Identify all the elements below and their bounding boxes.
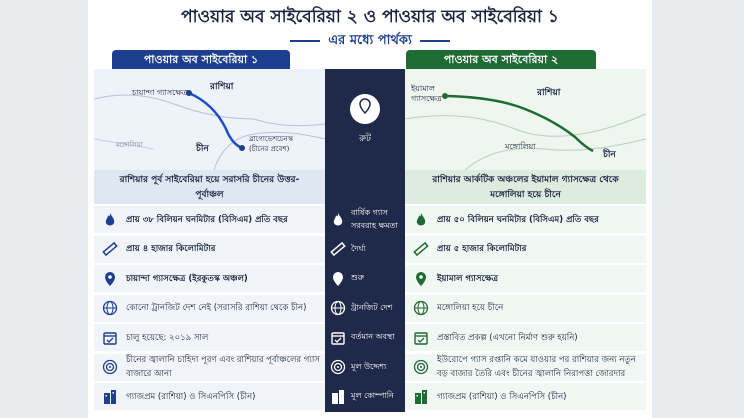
row-text: মঙ্গোলিয়া হয়ে চীনে bbox=[437, 303, 504, 313]
row-icon bbox=[104, 389, 116, 404]
row-icon bbox=[105, 271, 115, 286]
row-cell: গ্যাজপ্রম (রাশিয়া) ও সিএনপিসি (চীন) bbox=[94, 383, 325, 410]
row-text: ইয়ামাল গ্যাসক্ষেত্র bbox=[437, 273, 499, 284]
row-cell: মূল উদ্দেশ্য bbox=[325, 354, 405, 381]
row-icon bbox=[105, 212, 115, 225]
row-text: শুরু bbox=[351, 273, 365, 282]
row-icon bbox=[330, 359, 346, 375]
row-icon bbox=[102, 359, 118, 375]
row-text: চায়ান্দা গ্যাসক্ষেত্র (ইরকুতস্ক অঞ্চল) bbox=[126, 273, 248, 284]
row-text: প্রায় ৫০ বিলিয়ন ঘনমিটার (বিসিএম) প্রতি… bbox=[437, 214, 599, 225]
left-map: চায়ান্দা গ্যাসক্ষেত্র রাশিয়া চীন ব্লাগ… bbox=[94, 69, 325, 170]
right-route: রাশিয়ার আর্কটিক অঞ্চলের ইয়ামাল গ্যাসক্… bbox=[405, 170, 646, 204]
row-cell: বর্তমান অবস্থা bbox=[325, 324, 405, 351]
row-text: কোনো ট্রানজিট দেশ নেই (সরাসরি রাশিয়া থে… bbox=[126, 303, 307, 313]
row-text: বর্তমান অবস্থা bbox=[351, 332, 395, 341]
row-icon bbox=[413, 241, 429, 257]
row-icon bbox=[416, 271, 426, 286]
row-icon bbox=[333, 212, 343, 225]
right-header: পাওয়ার অব সাইবেরিয়া ২ bbox=[406, 50, 596, 69]
row-cell: প্রায় ৫ হাজার কিলোমিটার bbox=[405, 235, 646, 263]
row-icon bbox=[413, 359, 429, 375]
route-label: রুট bbox=[358, 132, 372, 144]
left-header: পাওয়ার অব সাইবেরিয়া ১ bbox=[112, 50, 290, 69]
map-label: রাশিয়া bbox=[536, 86, 561, 98]
row-text: প্রায় ৫ হাজার কিলোমিটার bbox=[437, 244, 527, 254]
row-icon bbox=[102, 300, 118, 316]
row-text: মূল কোম্পানি bbox=[351, 391, 394, 400]
row-cell: চীনের জ্বালানি চাহিদা পূরণ এবং রাশিয়ার … bbox=[94, 353, 325, 381]
row-cell: প্রায় ৪ হাজার কিলোমিটার bbox=[94, 235, 325, 263]
row-cell: ইয়ামাল গ্যাসক্ষেত্র bbox=[405, 265, 646, 292]
row-cell: মূল কোম্পানি bbox=[325, 383, 405, 410]
row-text: প্রস্তাবিত প্রকল্প (এখনো নির্মাণ শুরু হয… bbox=[437, 332, 578, 343]
route-icon: রুট bbox=[350, 94, 380, 144]
row-cell: চায়ান্দা গ্যাসক্ষেত্র (ইরকুতস্ক অঞ্চল) bbox=[94, 265, 325, 292]
right-map: ইয়ামাল গ্যাসক্ষেত্র রাশিয়া মঙ্গোলিয়া … bbox=[405, 69, 646, 170]
map-label: চীন bbox=[602, 147, 616, 160]
row-icon bbox=[333, 271, 343, 286]
row-icon bbox=[102, 241, 118, 257]
row-icon bbox=[413, 300, 429, 316]
row-cell: প্রায় ৩৮ বিলিয়ন ঘনমিটার (বিসিএম) প্রতি… bbox=[94, 206, 325, 233]
row-cell: শুরু bbox=[325, 265, 405, 292]
row-text: চালু হয়েছে: ২০১৯ সাল bbox=[126, 332, 209, 343]
map-label: ইয়ামাল bbox=[410, 84, 436, 93]
row-icon bbox=[332, 389, 344, 404]
map-label: রাশিয়া bbox=[209, 80, 234, 92]
row-text: প্রায় ৪ হাজার কিলোমিটার bbox=[126, 244, 216, 254]
row-text: মূল উদ্দেশ্য bbox=[351, 361, 387, 371]
map-label: গ্যাসক্ষেত্র bbox=[411, 94, 442, 103]
row-icon bbox=[415, 389, 427, 404]
row-icon bbox=[414, 331, 428, 345]
map-label: মঙ্গোলিয়া bbox=[504, 142, 536, 151]
row-text: চীনের জ্বালানি চাহিদা পূরণ এবং রাশিয়ার … bbox=[126, 355, 320, 379]
row-cell: মঙ্গোলিয়া হয়ে চীনে bbox=[405, 294, 646, 322]
row-text: বার্ষিক গ্যাস সরবরাহ ক্ষমতা bbox=[351, 207, 398, 230]
map-label: চায়ান্দা গ্যাসক্ষেত্র bbox=[131, 88, 188, 97]
row-icon bbox=[330, 300, 346, 316]
row-text: প্রায় ৩৮ বিলিয়ন ঘনমিটার (বিসিএম) প্রতি… bbox=[126, 214, 288, 225]
row-cell: দৈর্ঘ্য bbox=[325, 236, 405, 263]
center-column: রুট bbox=[325, 69, 405, 412]
map-label: মঙ্গোলিয়া bbox=[115, 141, 144, 149]
row-text: দৈর্ঘ্য bbox=[351, 243, 366, 253]
row-icon bbox=[416, 212, 426, 225]
row-cell: কোনো ট্রানজিট দেশ নেই (সরাসরি রাশিয়া থে… bbox=[94, 294, 325, 322]
row-icon bbox=[103, 331, 117, 345]
map-label: ব্লাগোভেশচেনস্ক bbox=[248, 135, 294, 143]
title: পাওয়ার অব সাইবেরিয়া ২ ও পাওয়ার অব সাই… bbox=[181, 7, 559, 27]
row-cell: বার্ষিক গ্যাস সরবরাহ ক্ষমতা bbox=[325, 206, 405, 233]
row-cell: ট্রানজিট দেশ bbox=[325, 295, 405, 322]
row-text: ইউরোপে গ্যাস রপ্তানি কমে যাওয়ার পর রাশি… bbox=[437, 355, 636, 379]
infographic: পাওয়ার অব সাইবেরিয়া ২ ও পাওয়ার অব সাই… bbox=[88, 0, 652, 418]
row-icon bbox=[331, 331, 345, 345]
row-cell: প্রস্তাবিত প্রকল্প (এখনো নির্মাণ শুরু হয… bbox=[405, 324, 646, 351]
map-label: চীন bbox=[195, 141, 209, 154]
row-cell: ইউরোপে গ্যাস রপ্তানি কমে যাওয়ার পর রাশি… bbox=[405, 353, 646, 381]
left-route: রাশিয়ার পূর্ব সাইবেরিয়া হয়ে সরাসরি চী… bbox=[94, 170, 325, 204]
row-cell: প্রায় ৫০ বিলিয়ন ঘনমিটার (বিসিএম) প্রতি… bbox=[405, 206, 646, 233]
row-icon bbox=[330, 241, 346, 257]
row-cell: চালু হয়েছে: ২০১৯ সাল bbox=[94, 324, 325, 351]
row-cell: গ্যাজপ্রম (রাশিয়া) ও সিএনপিসি (চীন) bbox=[405, 383, 646, 410]
map-label: (চীনের প্রবেশ) bbox=[249, 144, 290, 153]
subtitle: এর মধ্যে পার্থক্য bbox=[88, 31, 652, 52]
row-text: গ্যাজপ্রম (রাশিয়া) ও সিএনপিসি (চীন) bbox=[437, 391, 567, 402]
row-text: গ্যাজপ্রম (রাশিয়া) ও সিএনপিসি (চীন) bbox=[126, 391, 256, 402]
row-text: ট্রানজিট দেশ bbox=[351, 302, 393, 312]
